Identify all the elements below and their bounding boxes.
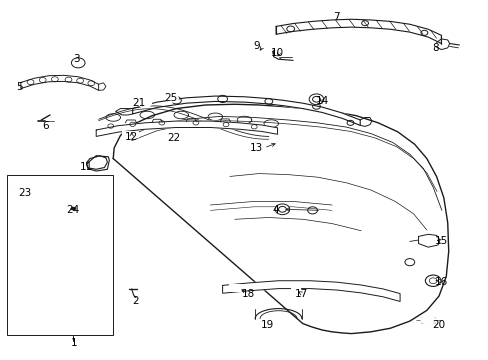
Polygon shape (222, 281, 399, 301)
Ellipse shape (420, 316, 435, 324)
Ellipse shape (61, 201, 86, 216)
Bar (14, 184, 30, 194)
Text: 16: 16 (434, 277, 447, 287)
Text: 3: 3 (73, 54, 80, 64)
Polygon shape (418, 234, 439, 247)
Ellipse shape (166, 95, 178, 102)
Polygon shape (21, 75, 99, 90)
Text: 19: 19 (261, 320, 274, 330)
Ellipse shape (131, 298, 140, 303)
Text: 21: 21 (132, 98, 145, 108)
Bar (7, 175, 113, 336)
Ellipse shape (65, 204, 81, 213)
Text: 9: 9 (253, 41, 260, 51)
Polygon shape (90, 156, 107, 168)
Bar (251, 44, 264, 59)
Text: 6: 6 (42, 121, 48, 131)
Circle shape (425, 275, 440, 287)
Text: 13: 13 (249, 143, 263, 153)
Polygon shape (88, 156, 108, 169)
Bar (122, 131, 137, 137)
Ellipse shape (70, 207, 76, 210)
Text: 25: 25 (163, 93, 177, 103)
Text: 24: 24 (66, 205, 80, 215)
Text: 15: 15 (434, 236, 447, 246)
Ellipse shape (138, 99, 151, 108)
Text: 5: 5 (17, 82, 23, 92)
Circle shape (71, 58, 85, 68)
Bar (290, 285, 300, 293)
Text: 4: 4 (272, 205, 279, 215)
Text: 10: 10 (270, 48, 284, 58)
Text: 2: 2 (132, 296, 138, 306)
Text: 20: 20 (431, 320, 445, 330)
Polygon shape (132, 96, 360, 125)
Bar (228, 284, 241, 292)
Circle shape (308, 94, 323, 105)
Text: 1: 1 (71, 338, 78, 347)
Text: 18: 18 (241, 289, 255, 298)
Text: 7: 7 (333, 13, 340, 22)
Text: 17: 17 (295, 289, 308, 298)
Text: 12: 12 (125, 132, 138, 142)
Polygon shape (113, 104, 448, 334)
Text: 22: 22 (167, 133, 180, 143)
Polygon shape (276, 19, 441, 44)
Text: 11: 11 (80, 162, 93, 172)
Circle shape (275, 204, 289, 215)
Polygon shape (96, 121, 277, 136)
Text: 23: 23 (18, 188, 31, 198)
Text: 8: 8 (431, 43, 438, 53)
Text: 14: 14 (315, 96, 328, 107)
